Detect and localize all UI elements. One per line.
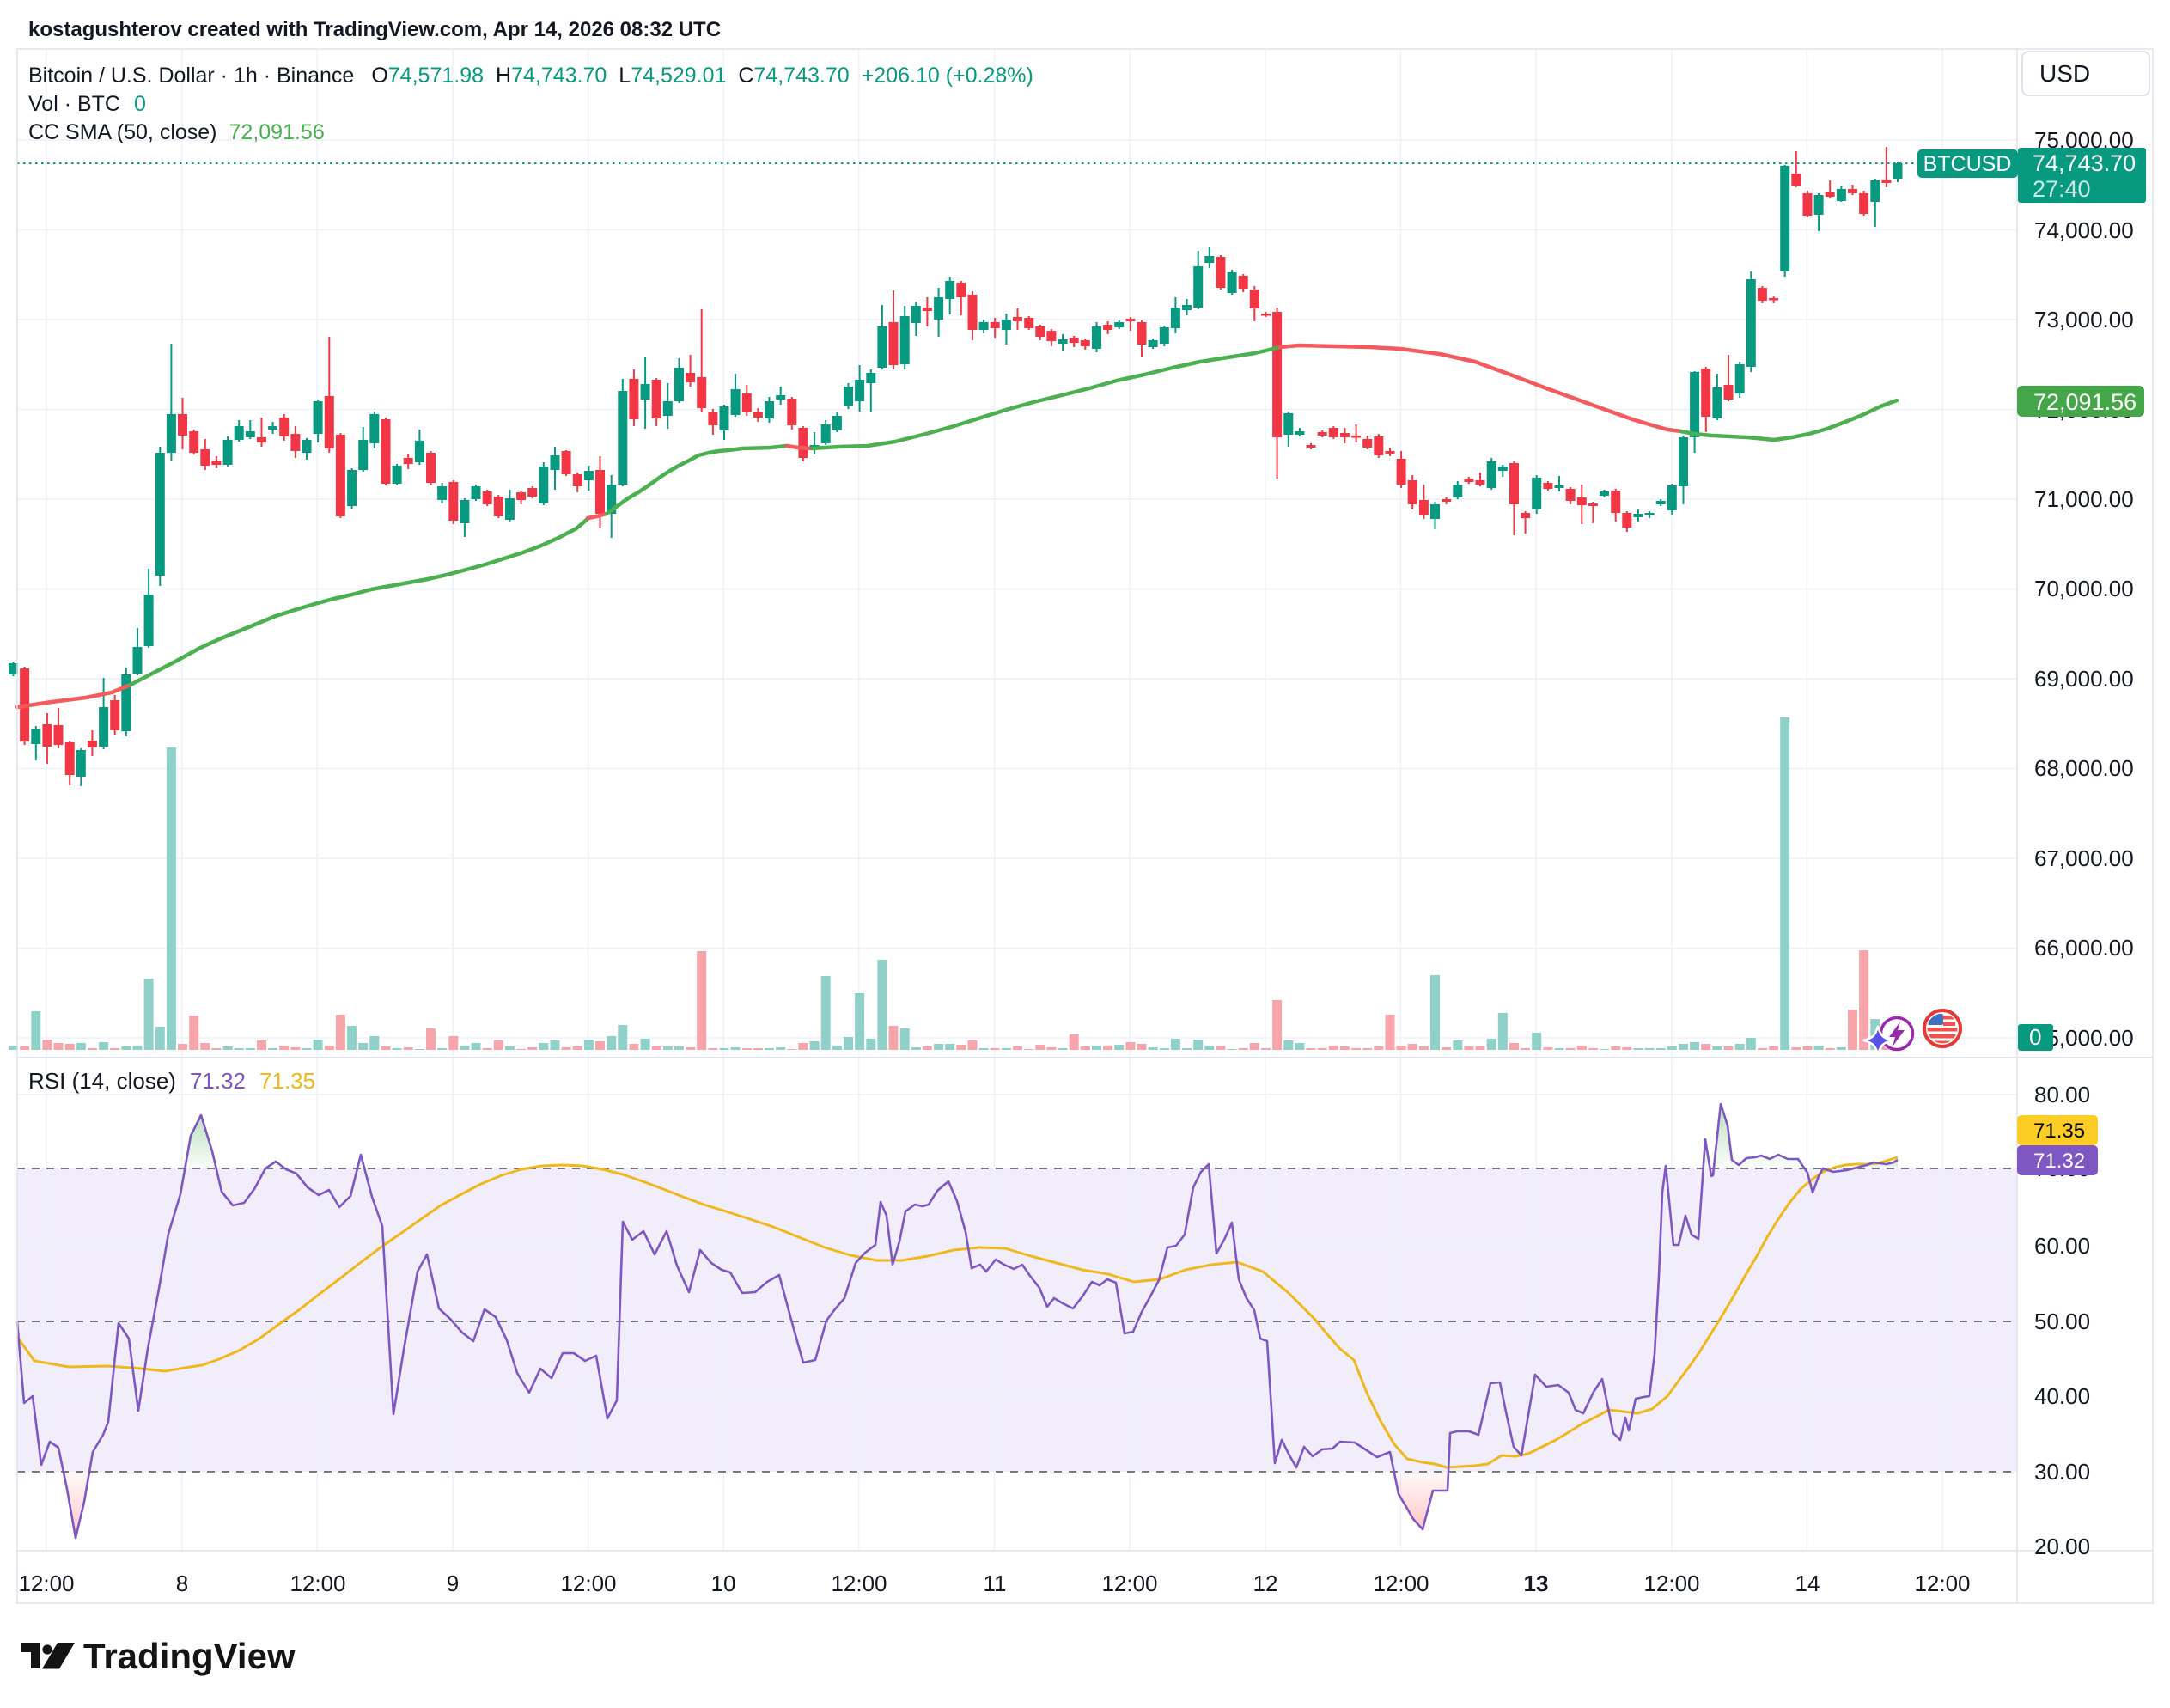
svg-text:12:00: 12:00	[1373, 1571, 1429, 1596]
svg-text:80.00: 80.00	[2034, 1082, 2090, 1107]
svg-text:12:00: 12:00	[290, 1571, 345, 1596]
svg-text:kostagushterov created with Tr: kostagushterov created with TradingView.…	[28, 18, 721, 41]
svg-text:USD: USD	[2039, 60, 2090, 87]
svg-text:27:40: 27:40	[2033, 176, 2091, 202]
svg-text:Bitcoin / U.S. Dollar · 1h · B: Bitcoin / U.S. Dollar · 1h · Binance O74,…	[28, 64, 1033, 88]
svg-text:71,000.00: 71,000.00	[2034, 486, 2134, 512]
svg-text:13: 13	[1524, 1571, 1549, 1596]
svg-text:71.32: 71.32	[2033, 1150, 2085, 1173]
svg-text:70,000.00: 70,000.00	[2034, 576, 2134, 601]
svg-text:12:00: 12:00	[18, 1571, 74, 1596]
svg-text:74,743.70: 74,743.70	[2033, 150, 2136, 176]
svg-text:CC SMA (50, close)72,091.56: CC SMA (50, close) 72,091.56	[28, 120, 325, 144]
svg-text:BTCUSD: BTCUSD	[1923, 152, 2012, 176]
svg-text:14: 14	[1795, 1571, 1820, 1596]
svg-text:73,000.00: 73,000.00	[2034, 307, 2134, 332]
svg-text:12:00: 12:00	[831, 1571, 887, 1596]
svg-text:12:00: 12:00	[1101, 1571, 1157, 1596]
svg-text:67,000.00: 67,000.00	[2034, 845, 2134, 871]
svg-text:12:00: 12:00	[1914, 1571, 1970, 1596]
svg-text:69,000.00: 69,000.00	[2034, 666, 2134, 692]
svg-text:0: 0	[2029, 1024, 2041, 1050]
svg-text:12:00: 12:00	[1643, 1571, 1699, 1596]
svg-text:20.00: 20.00	[2034, 1534, 2090, 1559]
svg-text:60.00: 60.00	[2034, 1233, 2090, 1259]
svg-text:30.00: 30.00	[2034, 1459, 2090, 1485]
svg-text:11: 11	[984, 1571, 1007, 1596]
svg-text:50.00: 50.00	[2034, 1308, 2090, 1334]
svg-text:TradingView: TradingView	[83, 1636, 296, 1676]
svg-text:68,000.00: 68,000.00	[2034, 755, 2134, 781]
svg-text:10: 10	[711, 1571, 736, 1596]
svg-text:71.35: 71.35	[2033, 1119, 2085, 1143]
svg-text:9: 9	[447, 1571, 459, 1596]
svg-text:74,000.00: 74,000.00	[2034, 217, 2134, 243]
svg-text:12:00: 12:00	[560, 1571, 616, 1596]
svg-text:8: 8	[176, 1571, 188, 1596]
svg-text:12: 12	[1253, 1571, 1278, 1596]
svg-text:72,091.56: 72,091.56	[2033, 389, 2136, 415]
svg-text:66,000.00: 66,000.00	[2034, 935, 2134, 961]
svg-text:40.00: 40.00	[2034, 1383, 2090, 1409]
